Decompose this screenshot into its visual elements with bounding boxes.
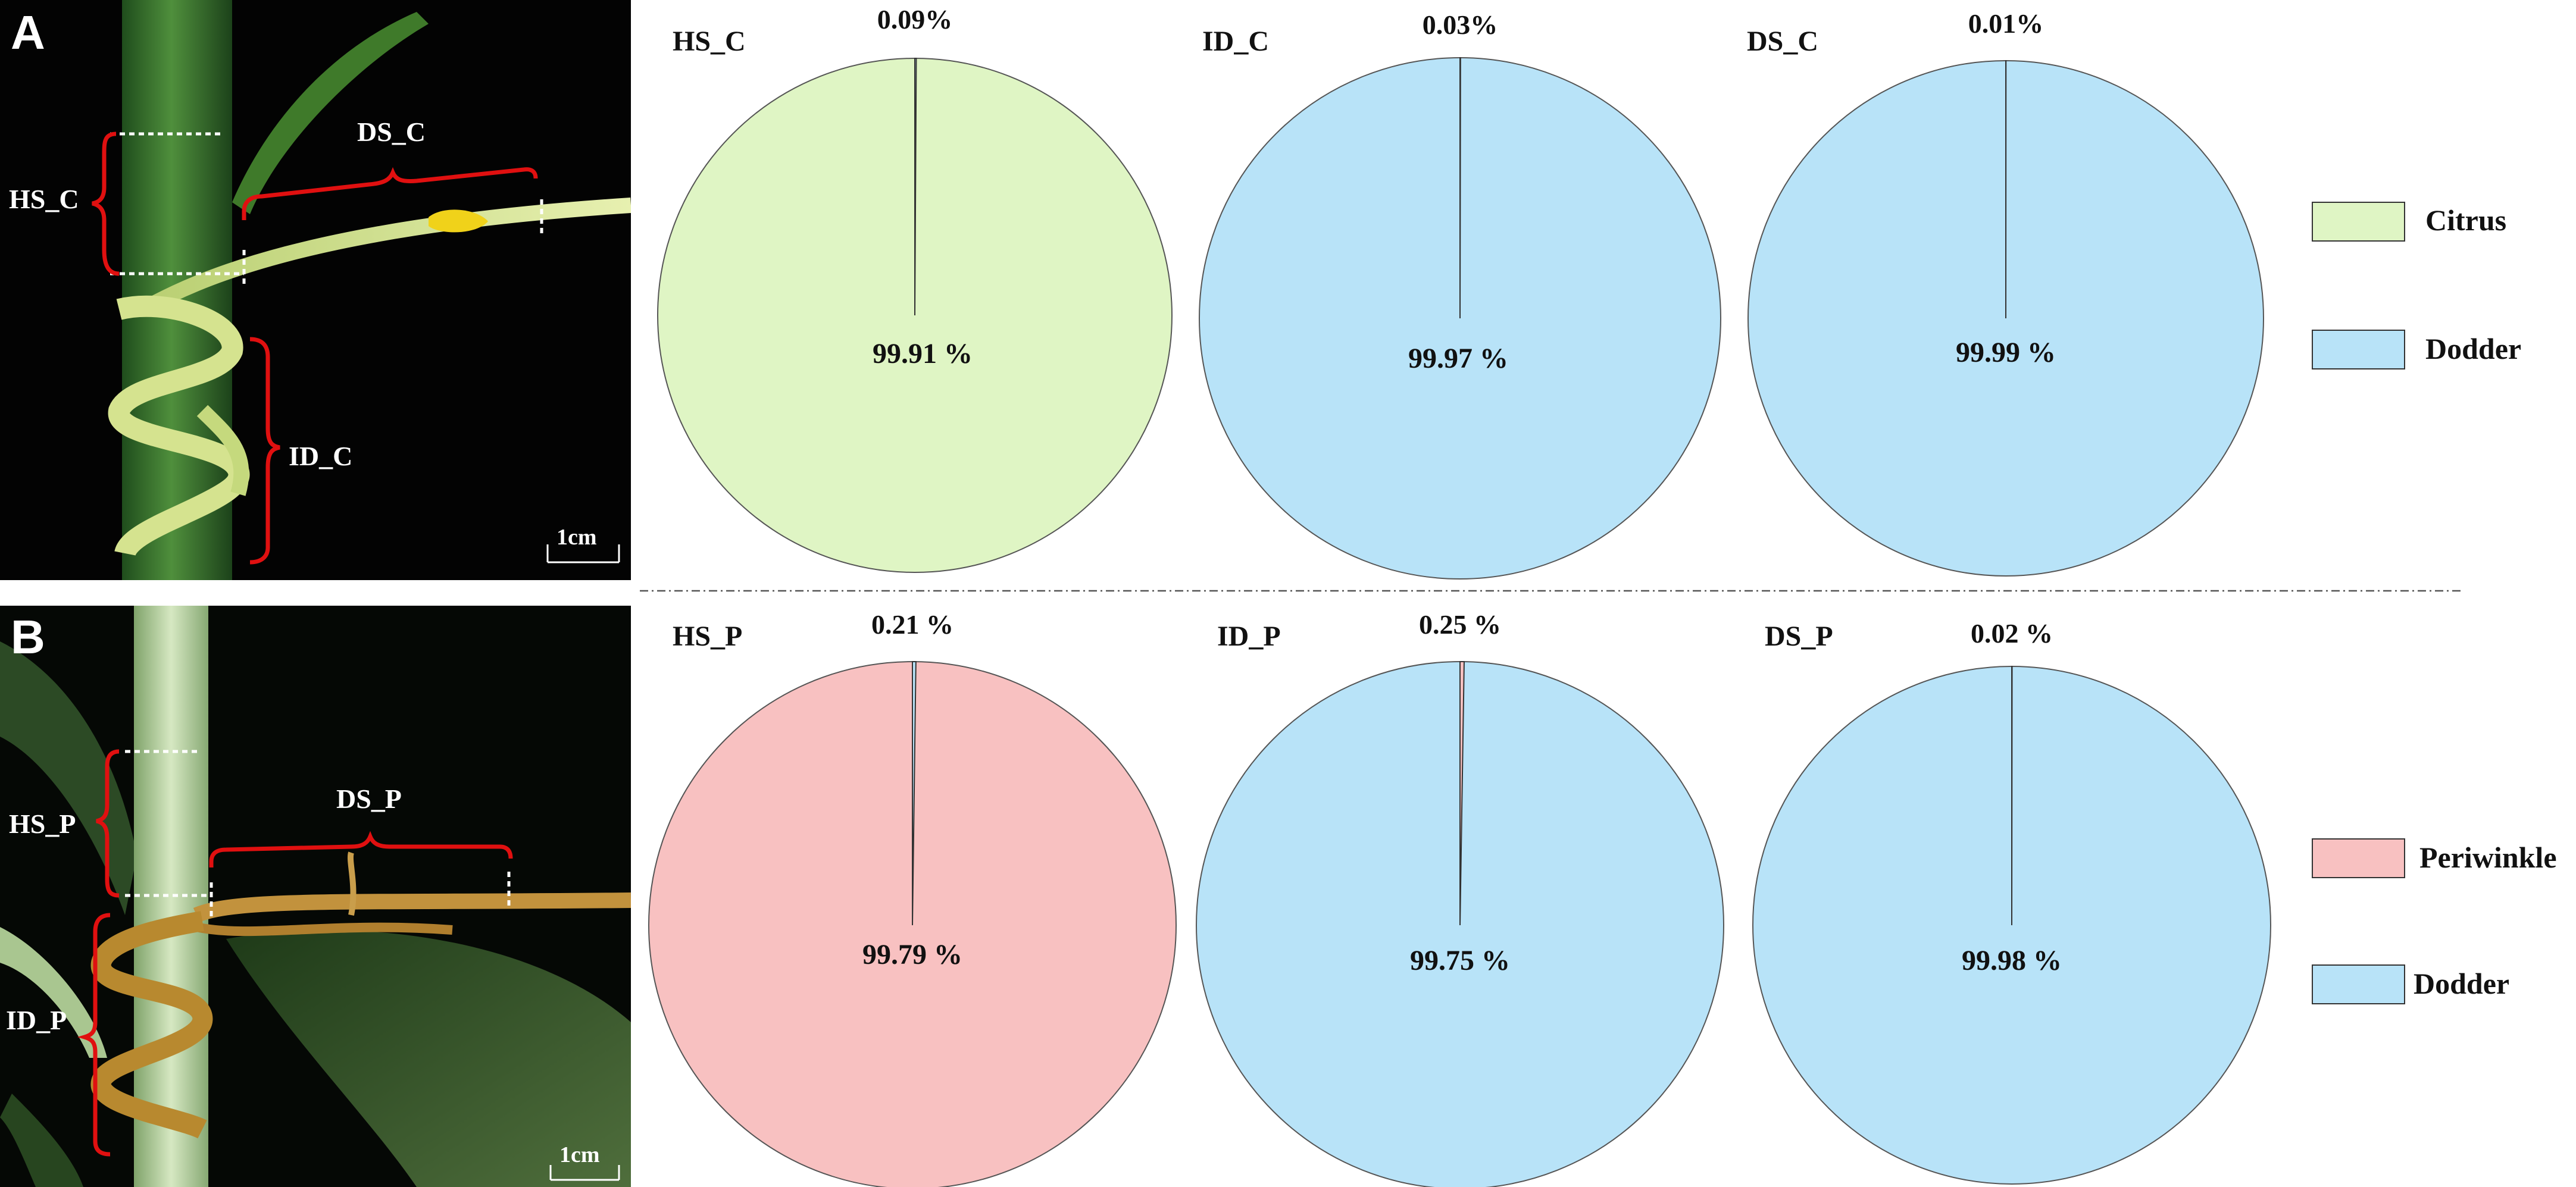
chart-title: DS_C	[1747, 26, 1818, 57]
legend-swatch-dodder-b	[2312, 964, 2405, 1004]
leaf-shape	[232, 12, 429, 214]
pie-slice-major	[657, 58, 1173, 573]
dodder-strand-shape	[193, 892, 631, 923]
label-id-p: ID_P	[6, 1005, 67, 1035]
minor-slice-label: 0.01%	[1968, 8, 2044, 39]
major-slice-label: 99.99 %	[1956, 337, 2056, 368]
pie-slice-minor	[1459, 660, 1465, 926]
pie-chart-id-p: ID_P 0.25 % 99.75 %	[1196, 609, 1724, 1187]
photo-panel-b: B HS_P DS_P ID_P 1cm	[0, 606, 631, 1187]
pie-slice-major	[648, 661, 1177, 1187]
label-hs-c: HS_C	[9, 184, 79, 214]
major-slice-label: 99.79 %	[862, 939, 962, 970]
pie-slice-minor	[914, 57, 917, 316]
minor-slice-label: 0.02 %	[1971, 618, 2053, 649]
legend-label-dodder-b: Dodder	[2414, 967, 2509, 1000]
dodder-strand-shape	[139, 198, 631, 317]
leaf-shape	[226, 930, 631, 1187]
legend-label-periwinkle: Periwinkle	[2419, 841, 2557, 874]
pie-chart-hs-c: HS_C 0.09% 99.91 %	[657, 4, 1173, 573]
major-slice-label: 99.98 %	[1962, 945, 2062, 976]
legend-label-citrus: Citrus	[2425, 203, 2506, 237]
pie-slice-major	[1199, 57, 1721, 580]
scale-bar-b: 1cm	[559, 1142, 600, 1167]
label-id-c: ID_C	[289, 441, 352, 471]
pie-chart-hs-p: HS_P 0.21 % 99.79 %	[648, 609, 1177, 1187]
pie-chart-ds-p: DS_P 0.02 % 99.98 %	[1752, 618, 2271, 1185]
panel-letter-b: B	[11, 610, 45, 663]
major-slice-label: 99.75 %	[1410, 945, 1510, 976]
legend-swatch-dodder-a	[2312, 330, 2405, 369]
label-ds-p: DS_P	[336, 784, 402, 814]
photo-a-illustration: A HS_C DS_C ID_C 1cm	[0, 0, 631, 580]
chart-title: HS_P	[673, 621, 742, 652]
pie-slice-major	[1196, 661, 1724, 1187]
label-hs-p: HS_P	[9, 809, 76, 839]
minor-slice-label: 0.03%	[1423, 10, 1498, 40]
pie-chart-id-c: ID_C 0.03% 99.97 %	[1199, 10, 1721, 580]
pie-slice-major	[1752, 666, 2271, 1185]
chart-title: ID_P	[1217, 621, 1281, 652]
legend-label-dodder-a: Dodder	[2425, 332, 2521, 365]
pie-slice-minor	[1459, 57, 1461, 319]
pie-chart-ds-c: DS_C 0.01% 99.99 %	[1747, 8, 2264, 577]
legend-swatch-citrus	[2312, 202, 2405, 242]
legend-swatch-periwinkle	[2312, 838, 2405, 878]
pie-slice-minor	[912, 660, 917, 926]
chart-title: HS_C	[673, 26, 746, 57]
label-ds-c: DS_C	[357, 117, 426, 147]
pie-slice-major	[1747, 60, 2264, 577]
minor-slice-label: 0.25 %	[1419, 609, 1501, 640]
major-slice-label: 99.97 %	[1408, 343, 1508, 374]
chart-title: DS_P	[1765, 621, 1833, 652]
major-slice-label: 99.91 %	[873, 338, 973, 369]
panel-letter-a: A	[11, 6, 45, 59]
minor-slice-label: 0.21 %	[871, 609, 954, 640]
photo-panel-a: A HS_C DS_C ID_C 1cm	[0, 0, 631, 580]
scale-bar-a: 1cm	[557, 525, 597, 550]
photo-b-illustration: B HS_P DS_P ID_P 1cm	[0, 606, 631, 1187]
chart-title: ID_C	[1202, 26, 1269, 57]
minor-slice-label: 0.09%	[877, 4, 953, 35]
